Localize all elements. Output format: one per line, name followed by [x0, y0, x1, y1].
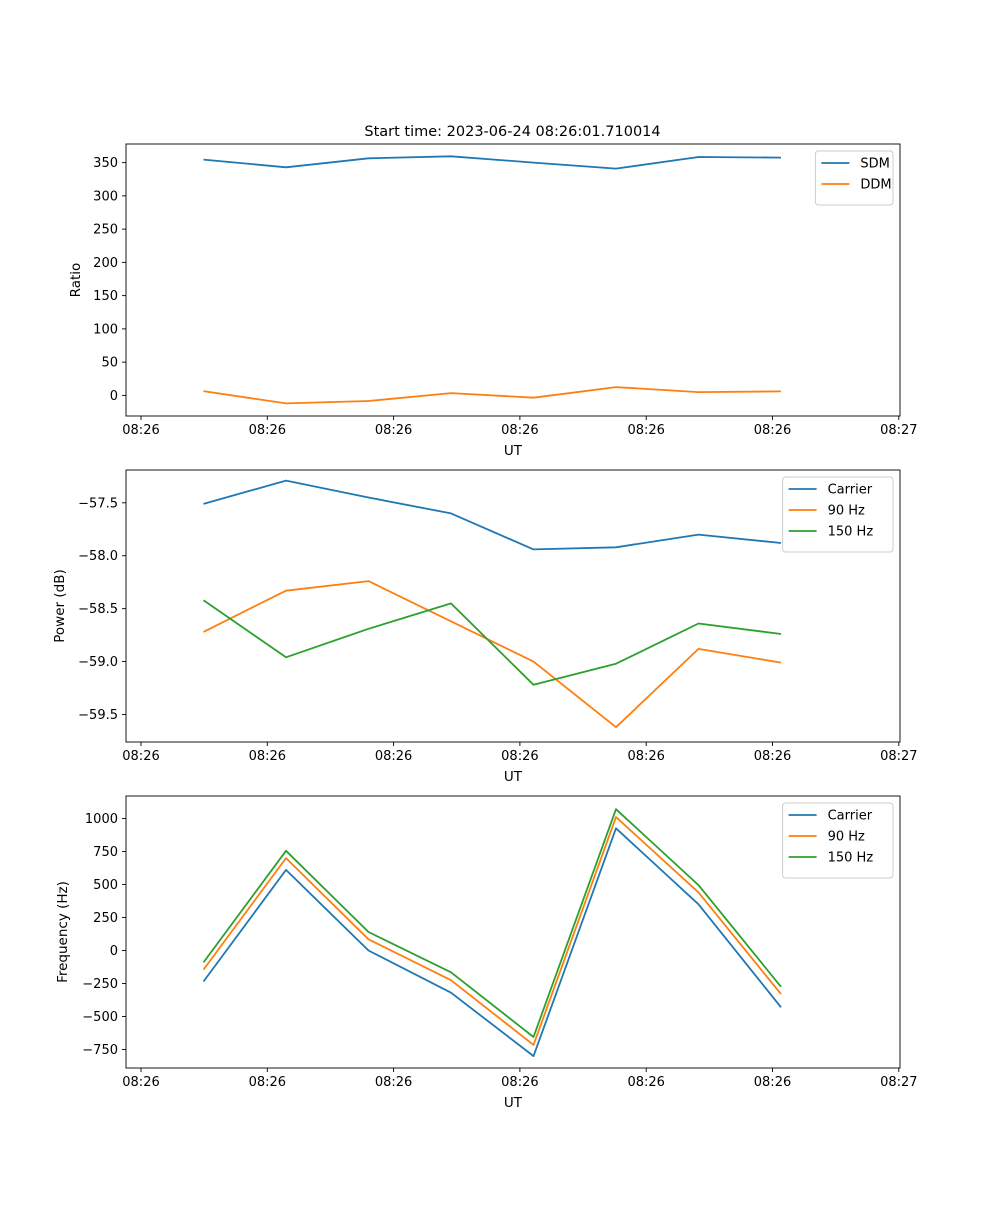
legend-label: SDM	[860, 157, 889, 172]
y-tick-label: 0	[110, 944, 118, 959]
x-tick-label: 08:26	[754, 749, 791, 764]
legend-box	[814, 150, 894, 206]
x-tick-label: 08:26	[501, 749, 538, 764]
x-tick-label: 08:26	[754, 423, 791, 438]
legend: Carrier 90 Hz 150 Hz	[782, 802, 894, 879]
y-tick-label: 250	[93, 223, 118, 238]
axes-frame	[125, 143, 901, 417]
y-tick-label: 50	[101, 356, 118, 371]
y-tick-label: −59.5	[78, 708, 118, 723]
y-tick-label: 0	[110, 389, 118, 404]
y-axis-label: Power (dB)	[52, 569, 68, 642]
x-tick-label: 08:26	[249, 423, 286, 438]
legend-label: 90 Hz	[828, 830, 865, 845]
y-tick-label: 500	[93, 878, 118, 893]
x-tick-label: 08:26	[501, 1075, 538, 1090]
x-tick-label: 08:26	[122, 749, 159, 764]
y-tick-label: 1000	[85, 812, 118, 827]
figure-title: Start time: 2023-06-24 08:26:01.710014	[364, 124, 660, 140]
y-tick-label: 200	[93, 256, 118, 271]
legend-label: DDM	[860, 178, 891, 193]
axes-frame	[125, 469, 901, 743]
chart-panel-2: 08:26 08:26 08:26 08:26 08:26 08:26 08:27 −59.5…	[52, 469, 918, 785]
y-tick-label: 250	[93, 911, 118, 926]
chart-panel-1: 08:26 08:26 08:26 08:26 08:26 08:26 08:27 0 50 10…	[68, 143, 918, 459]
y-tick-label: −58.0	[78, 549, 118, 564]
series-line-3	[202, 599, 782, 686]
x-tick-label: 08:26	[122, 423, 159, 438]
x-axis-label: UT	[504, 769, 523, 785]
axes-frame	[125, 795, 901, 1069]
legend: SDM DDM	[814, 150, 894, 206]
y-tick-label: 150	[93, 289, 118, 304]
x-tick-label: 08:26	[627, 1075, 664, 1090]
y-axis-label: Frequency (Hz)	[55, 881, 71, 983]
x-tick-label: 08:26	[375, 749, 412, 764]
x-tick-label: 08:26	[375, 423, 412, 438]
x-tick-label: 08:26	[122, 1075, 159, 1090]
series-line-3	[202, 808, 782, 1038]
legend: Carrier 90 Hz 150 Hz	[782, 476, 894, 553]
legend-label: Carrier	[828, 483, 873, 498]
x-tick-label: 08:26	[501, 423, 538, 438]
legend-box	[782, 802, 894, 879]
series-line-2	[203, 580, 782, 729]
y-tick-label: −58.5	[78, 602, 118, 617]
y-tick-label: −500	[82, 1010, 118, 1025]
x-tick-label: 08:26	[249, 1075, 286, 1090]
y-tick-label: −250	[82, 977, 118, 992]
series-line-1	[203, 479, 782, 551]
legend-label: 150 Hz	[828, 525, 874, 540]
y-tick-label: 100	[93, 322, 118, 337]
y-tick-label: 300	[93, 189, 118, 204]
y-tick-label: −59.0	[78, 655, 118, 670]
legend-box	[782, 476, 894, 553]
legend-label: 150 Hz	[828, 851, 874, 866]
x-tick-label: 08:26	[754, 1075, 791, 1090]
series-line-1	[203, 155, 782, 170]
chart-panel-3: 08:26 08:26 08:26 08:26 08:26 08:26 08:27 −750 −…	[55, 795, 918, 1111]
x-axis-label: UT	[504, 443, 523, 459]
x-tick-label: 08:26	[627, 749, 664, 764]
y-tick-label: 350	[93, 156, 118, 171]
series-line-2	[203, 386, 782, 405]
y-axis-label: Ratio	[68, 263, 84, 298]
x-tick-label: 08:27	[880, 749, 917, 764]
y-tick-label: −57.5	[78, 496, 118, 511]
x-tick-label: 08:27	[880, 423, 917, 438]
y-tick-label: 750	[93, 845, 118, 860]
legend-label: 90 Hz	[828, 504, 865, 519]
series-line-1	[202, 827, 782, 1057]
x-tick-label: 08:26	[375, 1075, 412, 1090]
x-axis-label: UT	[504, 1095, 523, 1111]
x-tick-label: 08:27	[880, 1075, 917, 1090]
legend-label: Carrier	[828, 809, 873, 824]
series-line-2	[202, 816, 782, 1046]
x-tick-label: 08:26	[249, 749, 286, 764]
x-tick-label: 08:26	[627, 423, 664, 438]
y-tick-label: −750	[82, 1043, 118, 1058]
